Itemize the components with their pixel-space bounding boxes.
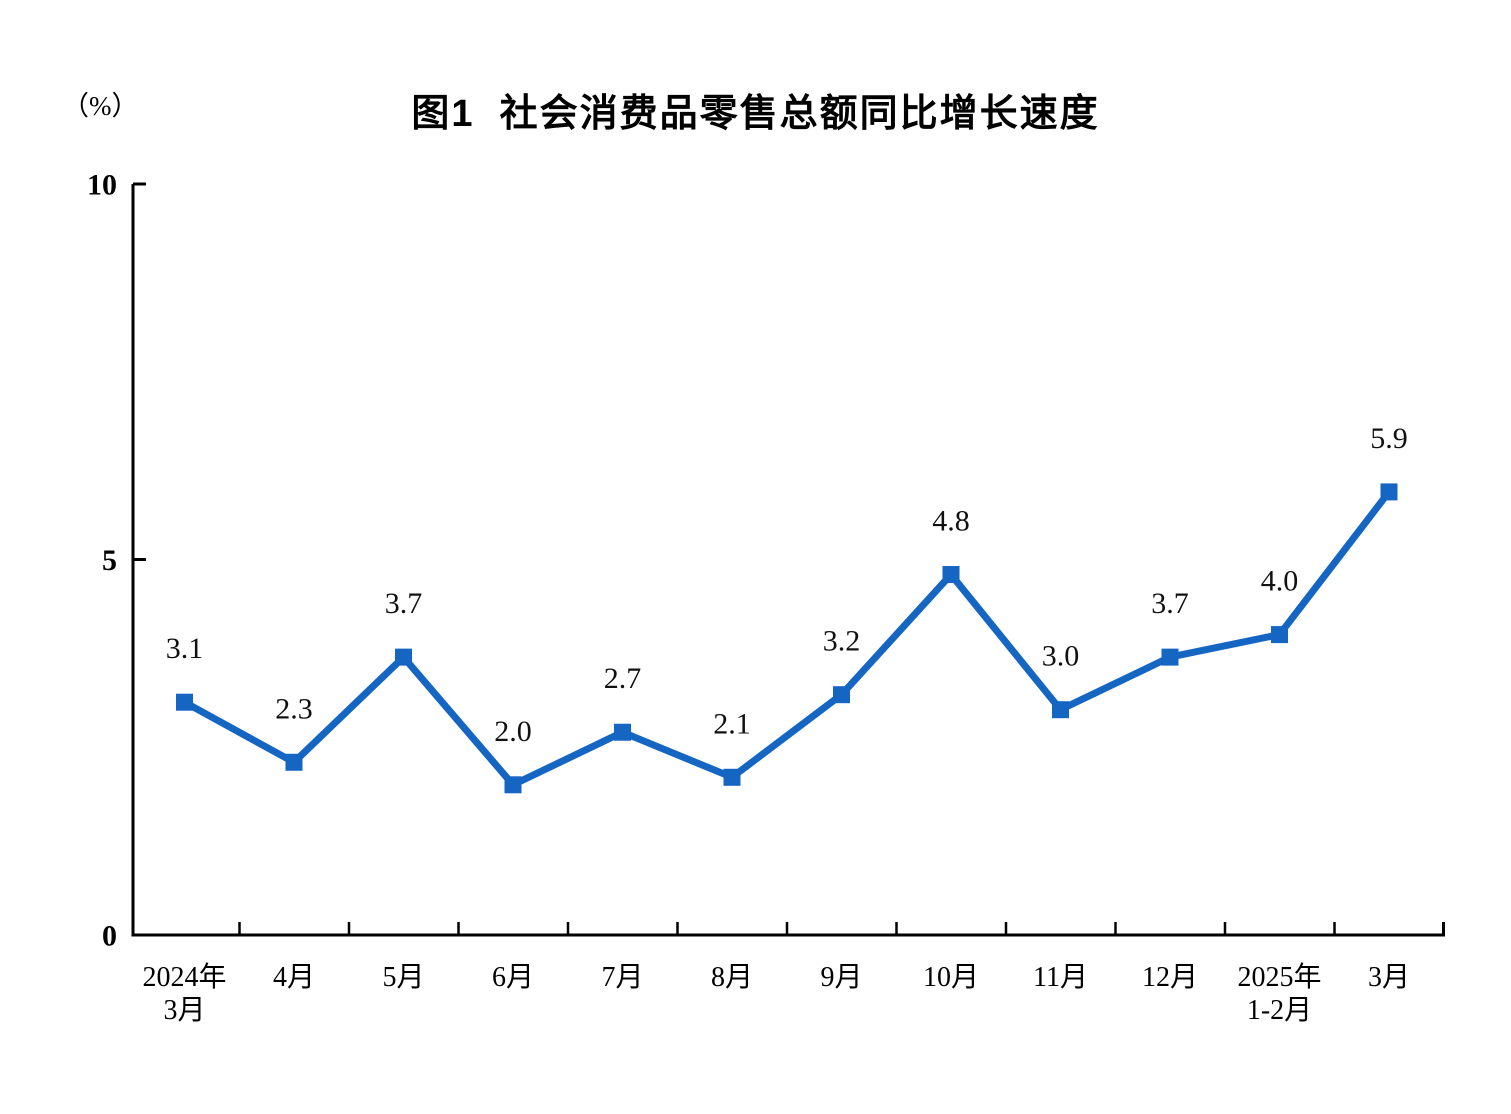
data-point-marker bbox=[1052, 701, 1069, 719]
data-point-label: 2.7 bbox=[604, 662, 642, 695]
data-point-label: 3.2 bbox=[823, 625, 861, 658]
data-line bbox=[182, 489, 1392, 790]
data-point-label: 3.1 bbox=[166, 632, 204, 665]
y-axis-unit-label: （%） bbox=[62, 91, 139, 121]
y-tick-label: 0 bbox=[102, 920, 117, 953]
data-point-label: 4.8 bbox=[932, 505, 970, 538]
data-point-label: 5.9 bbox=[1370, 422, 1408, 455]
x-category-label: 12月 bbox=[1142, 962, 1198, 993]
x-category-label: 3月 bbox=[163, 995, 205, 1026]
x-category-label: 7月 bbox=[601, 962, 643, 993]
x-category-label: 4月 bbox=[273, 962, 315, 993]
y-tick-label: 10 bbox=[87, 169, 117, 202]
x-category-label: 11月 bbox=[1033, 962, 1088, 993]
x-category-label: 1-2月 bbox=[1247, 995, 1312, 1026]
data-point-marker bbox=[833, 686, 850, 704]
x-category-label: 5月 bbox=[382, 962, 424, 993]
y-tick-label: 5 bbox=[102, 544, 117, 577]
x-category-label: 6月 bbox=[492, 962, 534, 993]
data-point-label: 2.1 bbox=[713, 707, 751, 740]
x-category-label: 3月 bbox=[1368, 962, 1410, 993]
data-point-marker bbox=[176, 693, 193, 711]
chart-title: 图1 社会消费品零售总额同比增长速度 bbox=[411, 93, 1100, 135]
x-category-label: 9月 bbox=[820, 962, 862, 993]
data-point-marker bbox=[723, 768, 741, 786]
data-point-label: 2.0 bbox=[494, 715, 532, 748]
data-point-marker bbox=[1380, 483, 1398, 501]
data-point-marker bbox=[1161, 648, 1179, 666]
x-category-label: 2024年 bbox=[142, 961, 226, 993]
data-point-label: 3.7 bbox=[385, 587, 423, 620]
data-point-label: 3.7 bbox=[1151, 587, 1189, 620]
data-point-label: 4.0 bbox=[1261, 565, 1299, 598]
data-point-marker bbox=[504, 776, 522, 794]
x-category-label: 8月 bbox=[711, 962, 753, 993]
data-point-marker bbox=[395, 648, 412, 666]
data-point-marker bbox=[614, 723, 631, 741]
data-point-label: 3.0 bbox=[1042, 640, 1080, 673]
x-category-label: 10月 bbox=[923, 962, 979, 993]
data-point-marker bbox=[285, 753, 303, 771]
x-category-label: 2025年 bbox=[1237, 961, 1321, 993]
data-point-marker bbox=[942, 566, 960, 584]
data-point-label: 2.3 bbox=[275, 692, 313, 725]
data-point-marker bbox=[1271, 626, 1288, 644]
